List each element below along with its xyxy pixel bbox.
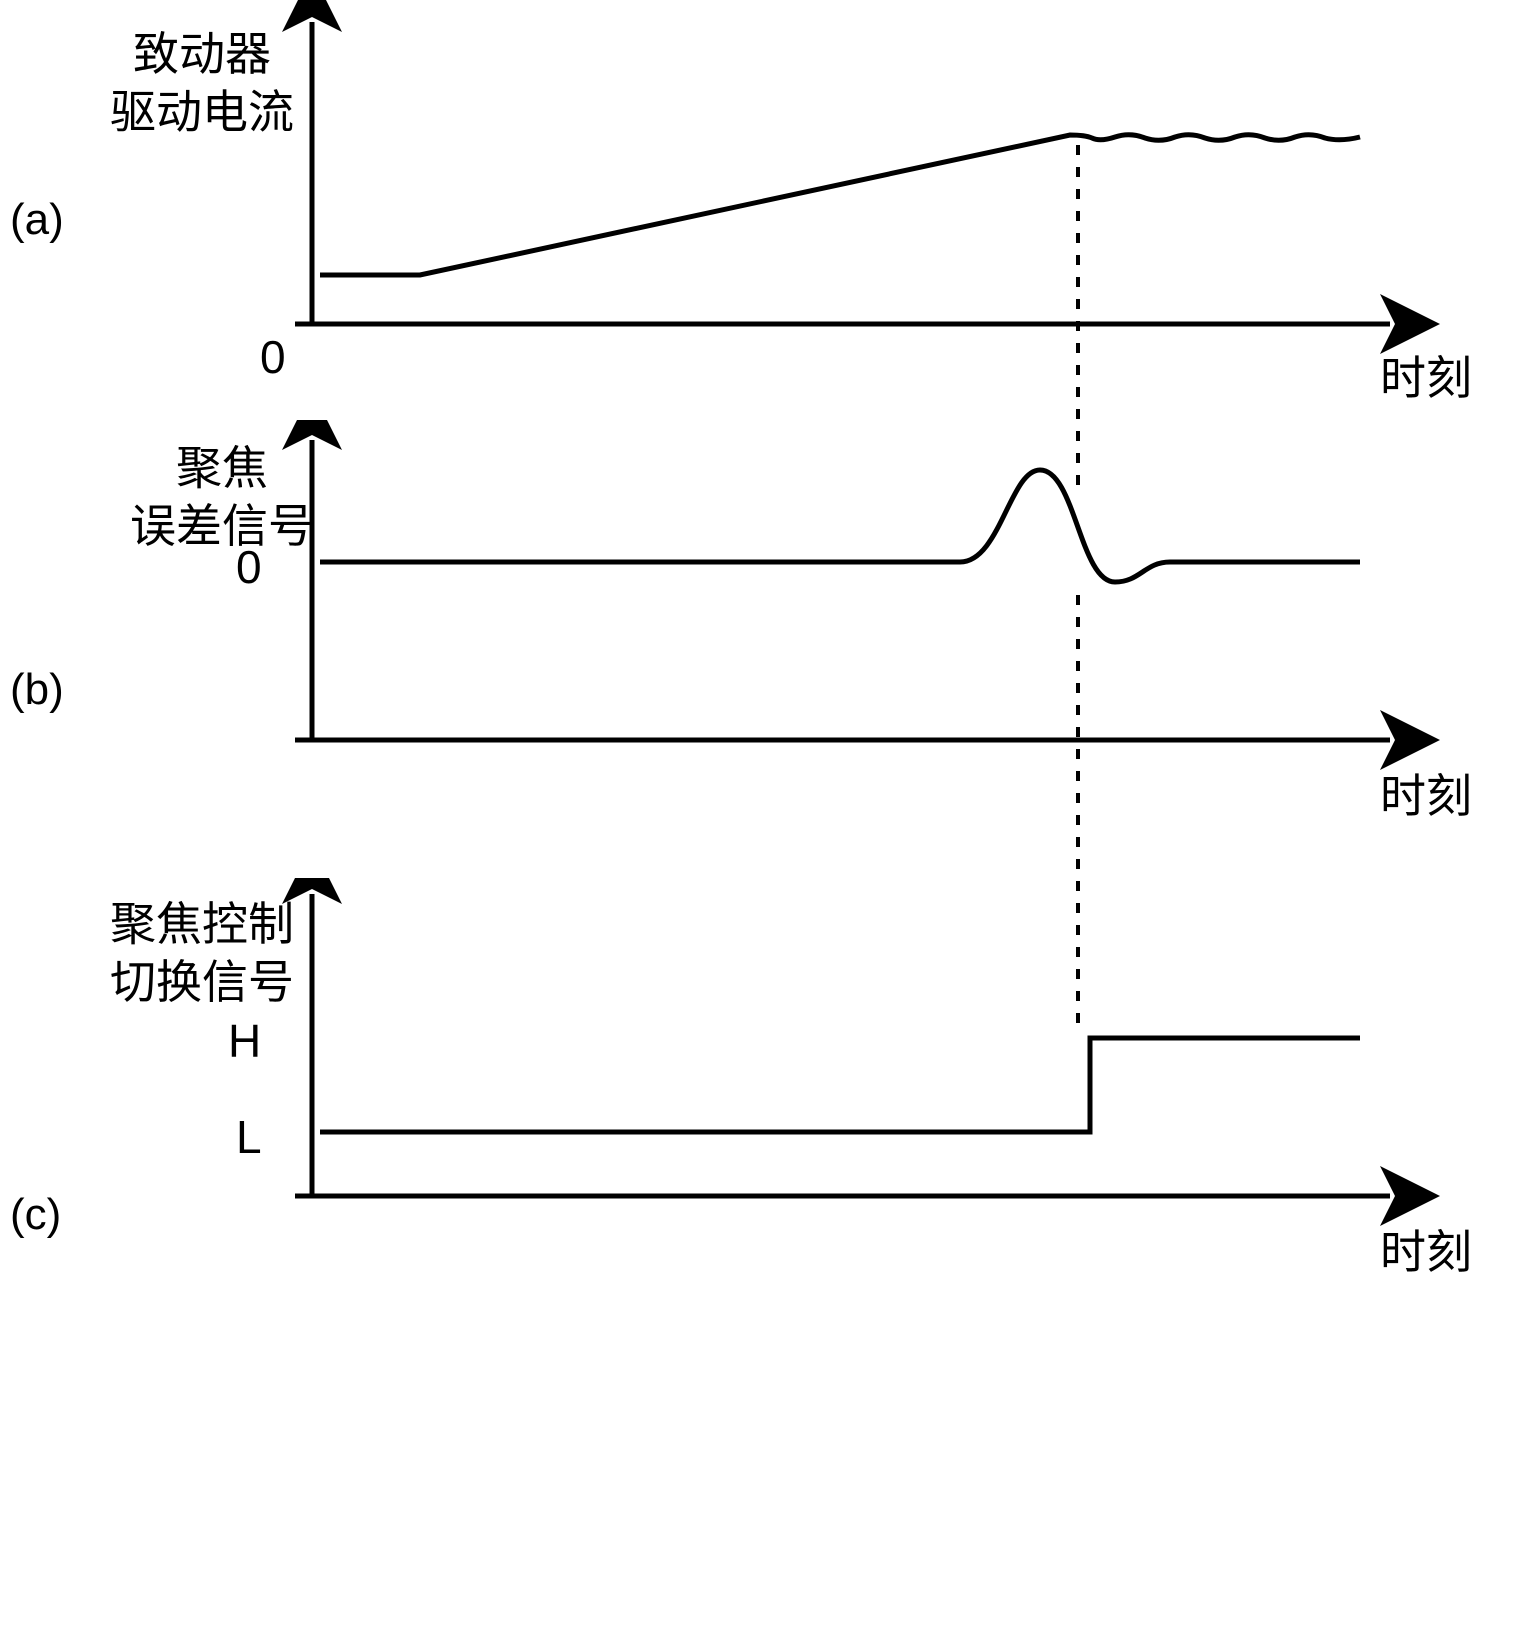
panel-b-svg: [0, 420, 1516, 840]
panel-a: (a) 致动器 驱动电流 时刻 0: [0, 0, 1516, 420]
panel-a-svg: [0, 0, 1516, 420]
panel-b: (b) 聚焦 误差信号 时刻 0: [0, 420, 1516, 840]
panel-c-svg: [0, 878, 1516, 1298]
panel-c: (c) 聚焦控制 切换信号 时刻 H L: [0, 878, 1516, 1298]
